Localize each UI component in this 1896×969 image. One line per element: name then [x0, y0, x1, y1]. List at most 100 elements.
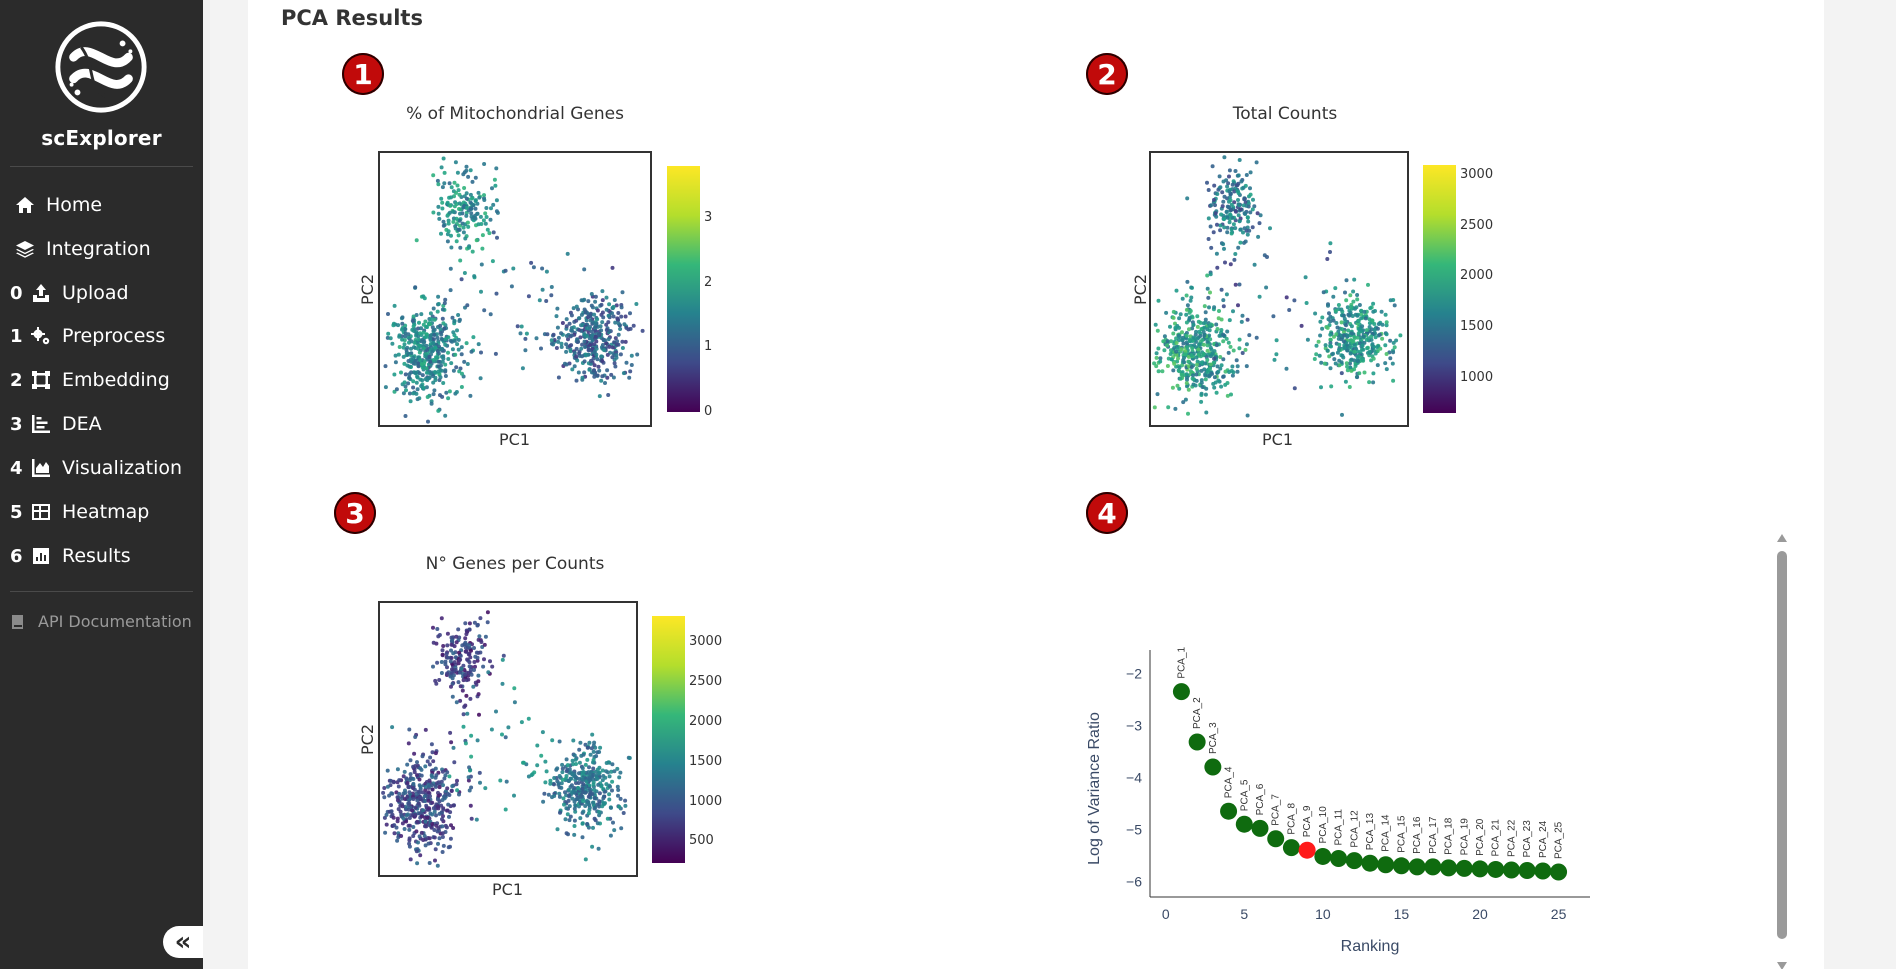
pc-point-label: PCA_2 — [1192, 697, 1203, 729]
cell-point — [1220, 204, 1225, 209]
cell-point — [445, 655, 450, 660]
cell-point — [1185, 375, 1189, 380]
cell-point — [1333, 361, 1338, 366]
scatter-plot-mito[interactable] — [378, 151, 652, 427]
sidebar-item-visualization[interactable]: 4 Visualization — [10, 453, 182, 483]
scatter-plot-genes-per-counts[interactable] — [378, 601, 638, 877]
cell-point — [1209, 245, 1214, 250]
api-documentation-link[interactable]: API Documentation — [10, 612, 192, 631]
cell-point — [1205, 180, 1209, 185]
cell-point — [1333, 286, 1338, 291]
cell-point — [456, 313, 461, 317]
cell-point — [1227, 205, 1232, 210]
cell-point — [1224, 336, 1229, 341]
sidebar-item-home[interactable]: Home — [10, 190, 102, 220]
sidebar-item-embedding[interactable]: 2 Embedding — [10, 365, 170, 395]
cell-point — [385, 768, 390, 773]
scroll-up-icon[interactable] — [1776, 533, 1788, 543]
cell-point — [477, 634, 482, 639]
cell-point — [447, 793, 452, 797]
scexplorer-logo-icon[interactable] — [52, 18, 150, 116]
cell-point — [571, 762, 575, 767]
cell-point — [531, 265, 536, 270]
cell-point — [1344, 361, 1349, 366]
cell-point — [1380, 322, 1385, 327]
cell-point — [471, 335, 476, 340]
sidebar-item-upload[interactable]: 0 Upload — [10, 278, 129, 308]
cell-point — [464, 205, 469, 210]
cell-point — [583, 345, 587, 349]
cell-point — [456, 227, 461, 232]
cell-point — [429, 401, 434, 406]
cell-point — [577, 760, 582, 765]
cell-point — [604, 307, 609, 312]
cell-point — [1252, 204, 1257, 209]
cell-point — [483, 221, 488, 226]
cell-point — [454, 365, 459, 370]
cell-point — [1188, 309, 1193, 313]
sidebar-item-preprocess[interactable]: 1 Preprocess — [10, 321, 165, 351]
cell-point — [595, 373, 600, 378]
cell-point — [444, 652, 449, 656]
cell-point — [454, 390, 459, 394]
cell-point — [1201, 321, 1206, 326]
cell-point — [395, 798, 400, 803]
cell-point — [591, 780, 596, 785]
cell-point — [441, 219, 446, 224]
cell-point — [620, 339, 625, 344]
cell-point — [426, 782, 431, 787]
cell-point — [1347, 313, 1352, 318]
cell-point — [1235, 189, 1240, 193]
cell-point — [610, 762, 615, 767]
cell-point — [425, 348, 430, 352]
cell-point — [1352, 367, 1357, 372]
upload-icon — [26, 282, 56, 304]
sidebar-item-dea[interactable]: 3 DEA — [10, 409, 102, 439]
cell-point — [414, 849, 419, 854]
cell-point — [472, 646, 476, 650]
cell-point — [1215, 192, 1220, 196]
cell-point — [1328, 332, 1333, 337]
collapse-sidebar-button[interactable]: « — [163, 926, 203, 958]
cell-point — [441, 843, 446, 848]
cell-point — [526, 294, 531, 299]
cell-point — [1233, 208, 1238, 213]
scrollbar-thumb[interactable] — [1777, 551, 1787, 939]
cell-point — [582, 370, 587, 375]
sidebar-item-heatmap[interactable]: 5 Heatmap — [10, 497, 149, 527]
cell-point — [1236, 303, 1240, 308]
cell-point — [1158, 359, 1163, 364]
cell-point — [446, 350, 450, 355]
cell-point — [455, 788, 460, 793]
cell-point — [616, 311, 621, 315]
cell-point — [503, 735, 508, 740]
cell-point — [564, 317, 569, 322]
cell-point — [490, 259, 495, 264]
cell-point — [1323, 343, 1328, 348]
cell-point — [1362, 309, 1367, 314]
cell-point — [1165, 339, 1170, 344]
cell-point — [443, 297, 448, 302]
cell-point — [424, 824, 429, 829]
cell-point — [485, 227, 490, 232]
cell-point — [457, 218, 462, 223]
step-number: 6 — [10, 545, 23, 567]
sidebar-item-integration[interactable]: Integration — [10, 234, 151, 264]
cell-point — [447, 181, 452, 186]
cell-point — [435, 178, 440, 183]
cell-point — [440, 652, 445, 657]
cell-point — [476, 190, 481, 195]
cell-point — [1206, 216, 1211, 221]
cell-point — [1153, 322, 1158, 327]
cell-point — [1250, 225, 1255, 230]
cell-point — [449, 638, 454, 643]
cell-point — [1328, 343, 1333, 348]
scatter-plot-total-counts[interactable] — [1149, 151, 1409, 427]
cell-point — [461, 678, 466, 683]
cell-point — [1160, 369, 1165, 374]
cell-point — [1174, 352, 1179, 357]
cell-point — [431, 306, 436, 311]
scroll-down-icon[interactable] — [1776, 961, 1788, 969]
sidebar-item-results[interactable]: 6 Results — [10, 541, 131, 571]
